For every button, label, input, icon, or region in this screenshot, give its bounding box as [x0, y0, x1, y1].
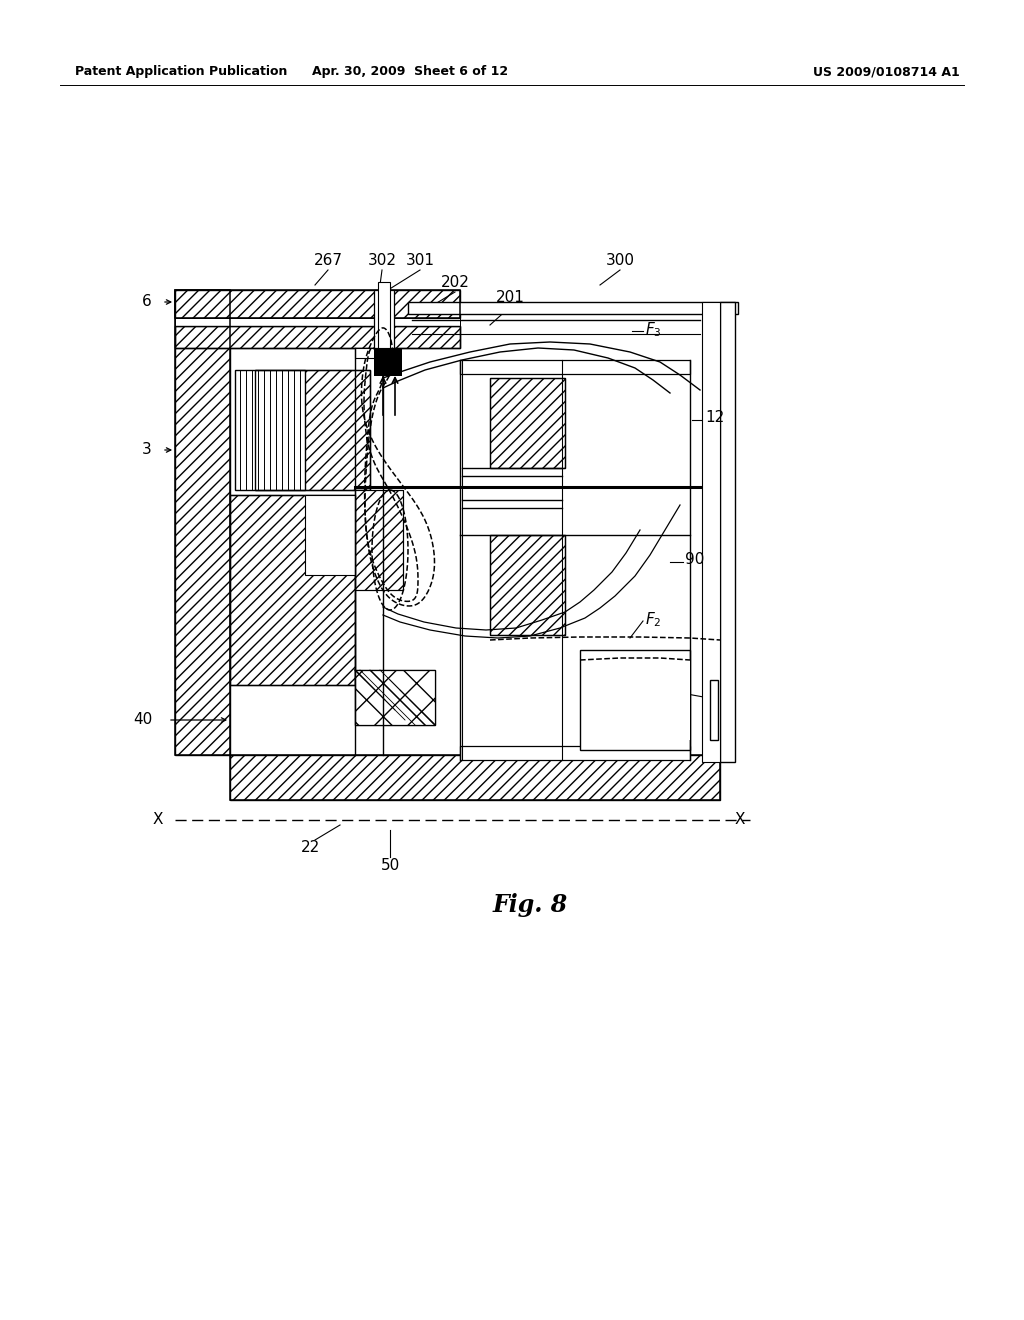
Text: 12: 12	[705, 411, 724, 425]
Bar	[355, 671, 435, 725]
Text: 50: 50	[380, 858, 399, 873]
Bar	[355, 490, 403, 590]
Bar	[175, 290, 230, 755]
Bar	[490, 378, 565, 469]
Bar	[460, 360, 690, 374]
Text: 90: 90	[685, 553, 705, 568]
Text: 201: 201	[496, 290, 524, 305]
Text: $F_1$: $F_1$	[645, 676, 662, 694]
Bar	[305, 495, 355, 576]
Bar	[600, 660, 690, 741]
Text: $F_2$: $F_2$	[645, 611, 662, 630]
Bar	[355, 490, 403, 590]
Text: Fig. 8: Fig. 8	[493, 894, 567, 917]
Text: US 2009/0108714 A1: US 2009/0108714 A1	[813, 66, 961, 78]
Text: 202: 202	[440, 275, 469, 290]
Bar	[720, 302, 735, 762]
Bar	[378, 282, 390, 348]
Bar	[355, 348, 383, 358]
Text: 267: 267	[313, 253, 342, 268]
Bar	[460, 746, 690, 760]
Text: Patent Application Publication: Patent Application Publication	[75, 66, 288, 78]
Bar	[355, 671, 435, 725]
Bar	[175, 318, 460, 326]
Text: 22: 22	[300, 840, 319, 855]
Bar	[230, 495, 355, 685]
Bar	[230, 495, 355, 685]
Bar	[175, 326, 460, 348]
Text: 300: 300	[605, 253, 635, 268]
Bar	[490, 378, 565, 469]
Text: 6: 6	[142, 294, 152, 309]
Bar	[580, 649, 690, 750]
Bar	[175, 290, 460, 318]
Bar	[230, 755, 720, 800]
Text: Apr. 30, 2009  Sheet 6 of 12: Apr. 30, 2009 Sheet 6 of 12	[312, 66, 508, 78]
Bar	[175, 318, 460, 326]
Bar	[255, 370, 370, 490]
Bar	[305, 495, 355, 576]
Bar	[355, 671, 435, 725]
Bar	[175, 290, 460, 318]
Text: $F_3$: $F_3$	[645, 321, 662, 339]
Bar	[234, 370, 305, 490]
Bar	[374, 348, 402, 376]
Text: X: X	[735, 813, 745, 828]
Bar	[374, 290, 394, 348]
Text: X: X	[153, 813, 163, 828]
Text: 302: 302	[368, 253, 396, 268]
Bar	[408, 302, 738, 314]
Text: 3: 3	[142, 442, 152, 458]
Bar	[702, 302, 720, 762]
Text: 40: 40	[133, 713, 152, 727]
Bar	[710, 680, 718, 741]
Bar	[175, 326, 460, 348]
Bar	[490, 535, 565, 635]
Bar	[255, 370, 370, 490]
Bar	[490, 535, 565, 635]
Bar	[175, 290, 230, 755]
Text: 301: 301	[406, 253, 434, 268]
Bar	[355, 671, 435, 725]
Bar	[230, 755, 720, 800]
